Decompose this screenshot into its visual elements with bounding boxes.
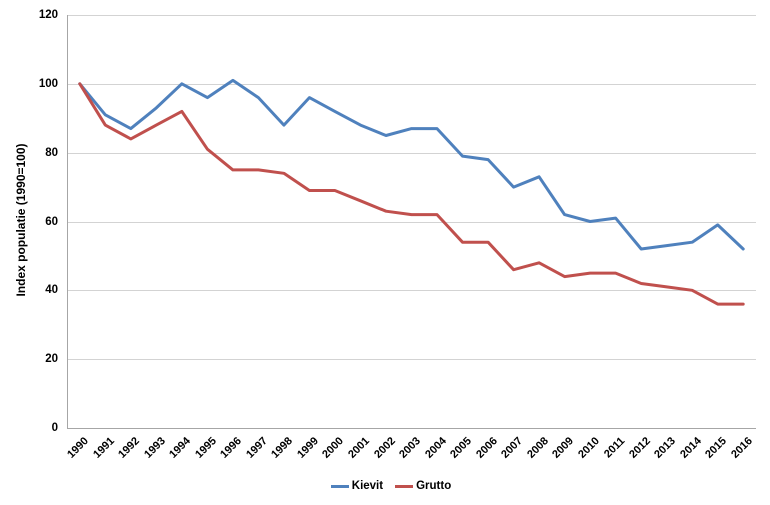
y-tick-label-80: 80 xyxy=(45,146,58,159)
legend: Kievit Grutto xyxy=(6,480,770,492)
y-tick-label-20: 20 xyxy=(45,353,58,366)
series-line-kievit xyxy=(78,78,745,251)
y-tick-label-60: 60 xyxy=(45,215,58,228)
y-tick-label-0: 0 xyxy=(51,422,58,434)
legend-item-kievit: Kievit xyxy=(330,480,384,492)
series-line-grutto xyxy=(78,82,745,306)
legend-swatch-grutto xyxy=(395,484,414,488)
y-tick-label-40: 40 xyxy=(45,284,58,297)
legend-item-grutto: Grutto xyxy=(395,480,451,492)
y-tick-label-120: 120 xyxy=(38,9,58,21)
y-tick-label-100: 100 xyxy=(38,77,58,90)
legend-label: Kievit xyxy=(351,480,384,492)
legend-swatch-kievit xyxy=(330,484,349,488)
legend-label: Grutto xyxy=(416,480,452,492)
